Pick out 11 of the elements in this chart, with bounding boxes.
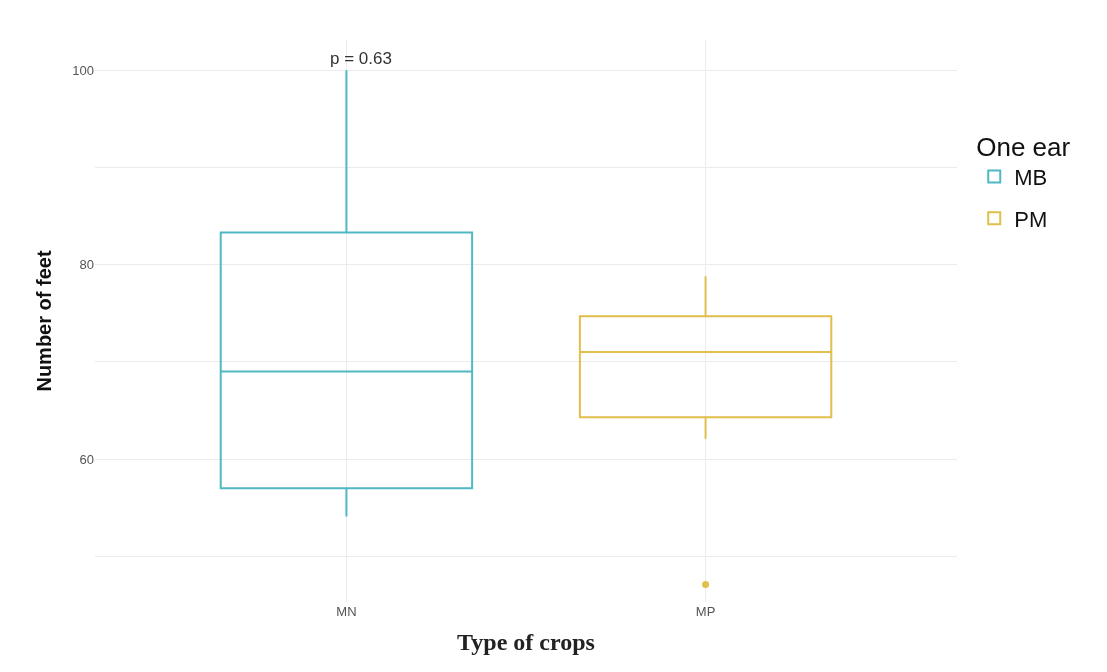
x-axis-title: Type of crops bbox=[457, 629, 595, 656]
legend-label: MB bbox=[1014, 165, 1048, 191]
x-tick-label: MP bbox=[695, 604, 716, 619]
legend-label: PM bbox=[1014, 206, 1048, 232]
x-tick-label: MN bbox=[336, 604, 357, 619]
y-axis-title: Number of feet bbox=[32, 250, 55, 392]
y-tick-label: 80 bbox=[79, 257, 94, 273]
annotation: p = 0.63 bbox=[330, 49, 392, 68]
y-tick-label: 100 bbox=[72, 62, 94, 78]
y-tick-label: 60 bbox=[79, 451, 94, 467]
legend-title: One ear bbox=[976, 131, 1071, 162]
